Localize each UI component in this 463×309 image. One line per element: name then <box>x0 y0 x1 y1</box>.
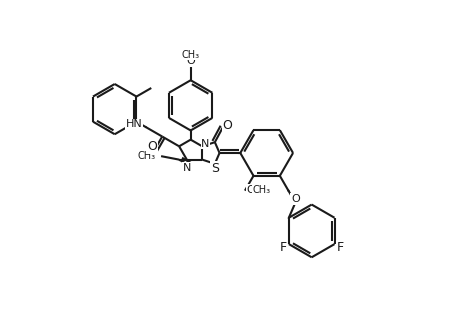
Text: O: O <box>290 194 299 204</box>
Text: N: N <box>182 163 191 173</box>
Text: S: S <box>210 162 219 175</box>
Text: N: N <box>200 139 209 149</box>
Text: O: O <box>186 56 194 66</box>
Text: O: O <box>246 185 255 195</box>
Text: F: F <box>279 241 286 254</box>
Text: CH₃: CH₃ <box>137 151 155 161</box>
Text: O: O <box>147 140 156 153</box>
Text: F: F <box>336 241 343 254</box>
Text: HN: HN <box>125 119 142 129</box>
Text: CH₃: CH₃ <box>252 185 270 195</box>
Text: CH₃: CH₃ <box>181 50 199 60</box>
Text: O: O <box>222 119 232 132</box>
